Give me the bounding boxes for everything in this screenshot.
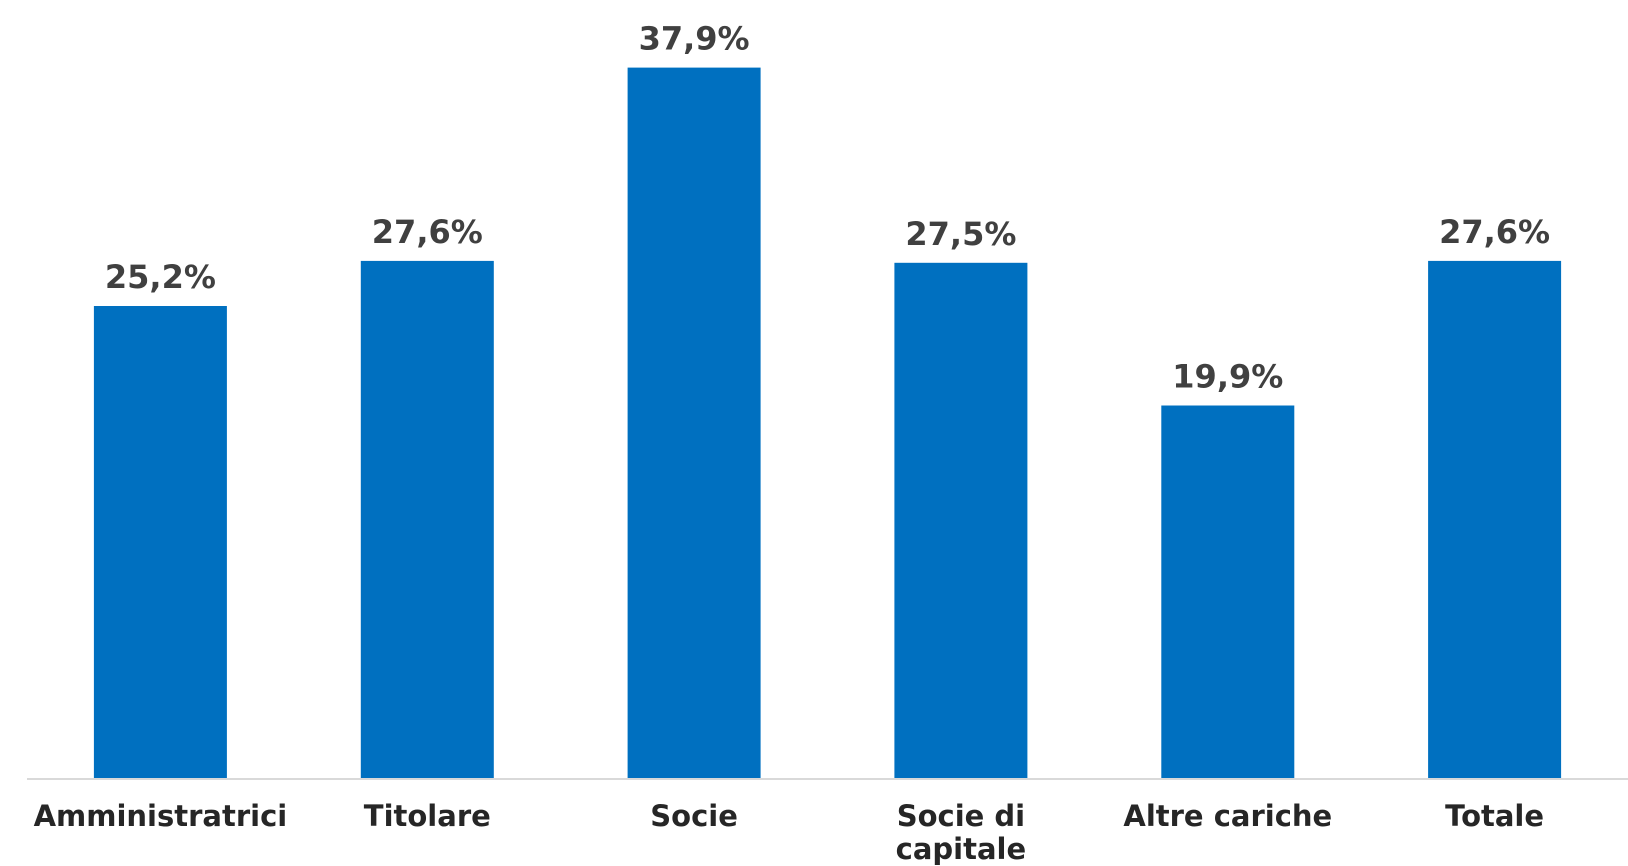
bar [93,306,227,779]
bar [1428,260,1562,779]
category-label: Altre cariche [1123,799,1332,833]
category-label: Totale [1445,799,1544,833]
category-label-line: capitale [896,832,1027,866]
bar-value-label: 27,6% [372,213,483,251]
bar-value-label: 19,9% [1172,358,1283,396]
data-labels-group: 25,2% 27,6% 37,9% 27,5% 19,9% 27,6% [105,20,1550,396]
bar-value-label: 27,5% [905,215,1016,253]
bar-value-label: 37,9% [639,20,750,58]
category-label-line: Totale [1445,799,1544,833]
bar-value-label: 27,6% [1439,213,1550,251]
category-label: Amministratrici [34,799,288,833]
category-label-line: Socie di [897,799,1025,833]
category-label: Socie di capitale [896,799,1027,866]
bar [894,262,1028,779]
category-label-line: Titolare [364,799,491,833]
category-label-line: Socie [650,799,738,833]
bars-group [93,67,1562,780]
bar-value-label: 25,2% [105,258,216,296]
bar [360,260,494,779]
bar [627,67,761,780]
category-label-line: Amministratrici [34,799,288,833]
category-label-line: Altre cariche [1123,799,1332,833]
bar [1161,405,1295,779]
category-labels-group: Amministratrici Titolare Socie Socie di capi… [34,799,1544,866]
category-label: Socie [650,799,738,833]
category-label: Titolare [364,799,491,833]
